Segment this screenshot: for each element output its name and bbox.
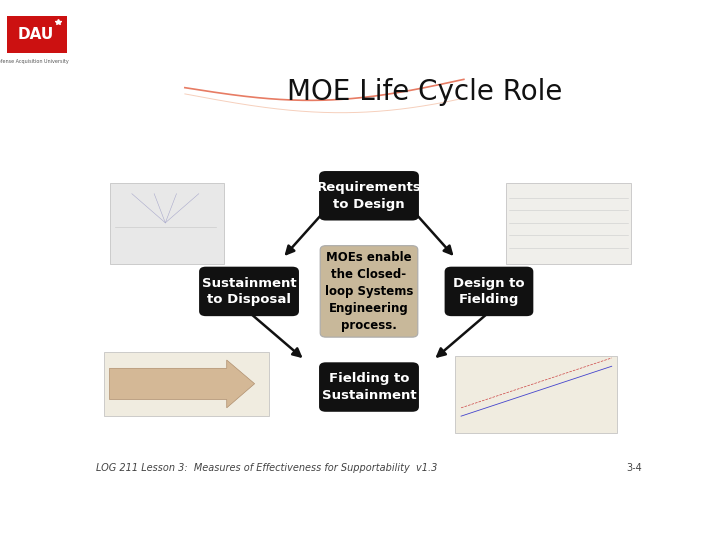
FancyBboxPatch shape xyxy=(319,362,419,412)
FancyBboxPatch shape xyxy=(7,16,68,53)
Text: LOG 211 Lesson 3:  Measures of Effectiveness for Supportability  v1.3: LOG 211 Lesson 3: Measures of Effectiven… xyxy=(96,463,437,473)
Text: 3-4: 3-4 xyxy=(626,463,642,473)
Text: Requirements
to Design: Requirements to Design xyxy=(317,181,421,211)
Text: DAU: DAU xyxy=(17,27,53,42)
Text: Defense Acquisition University: Defense Acquisition University xyxy=(0,59,69,64)
Text: Fielding to
Sustainment: Fielding to Sustainment xyxy=(322,372,416,402)
Text: Design to
Fielding: Design to Fielding xyxy=(453,276,525,306)
Text: Sustainment
to Disposal: Sustainment to Disposal xyxy=(202,276,297,306)
FancyBboxPatch shape xyxy=(199,267,299,316)
FancyBboxPatch shape xyxy=(319,171,419,220)
FancyBboxPatch shape xyxy=(104,352,269,416)
FancyBboxPatch shape xyxy=(445,267,534,316)
FancyBboxPatch shape xyxy=(320,246,418,337)
FancyBboxPatch shape xyxy=(505,183,631,265)
Text: MOE Life Cycle Role: MOE Life Cycle Role xyxy=(287,78,562,106)
FancyBboxPatch shape xyxy=(456,356,617,433)
FancyBboxPatch shape xyxy=(109,183,224,265)
Text: MOEs enable
the Closed-
loop Systems
Engineering
process.: MOEs enable the Closed- loop Systems Eng… xyxy=(325,251,413,332)
Polygon shape xyxy=(109,360,255,408)
